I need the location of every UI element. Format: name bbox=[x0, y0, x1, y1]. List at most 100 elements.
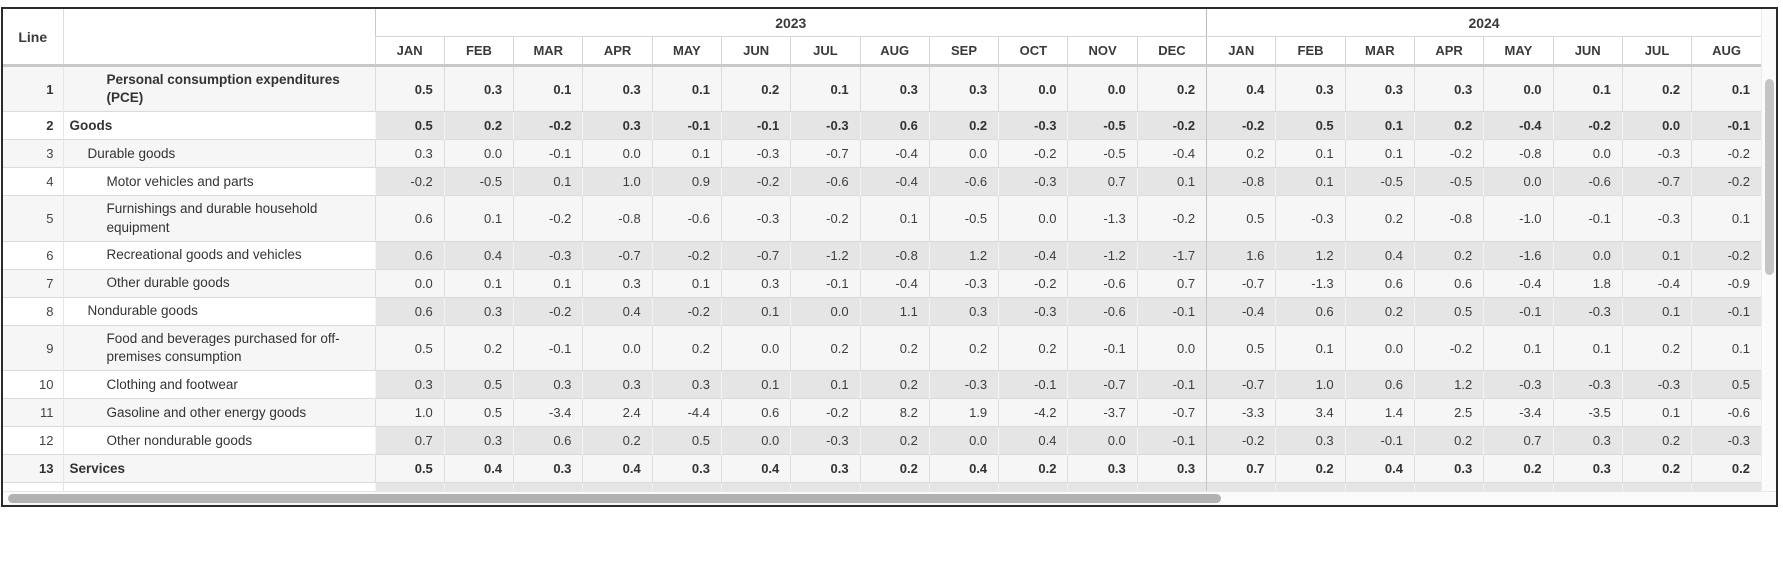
month-header: JUN bbox=[1552, 36, 1623, 67]
value-cell: -0.6 bbox=[651, 195, 722, 242]
value-cell: 0.2 bbox=[443, 111, 514, 140]
value-cell: 0.2 bbox=[720, 65, 791, 112]
value-cell: -0.3 bbox=[1275, 195, 1346, 242]
value-cell: -0.2 bbox=[998, 269, 1068, 298]
line-number-cell: 3 bbox=[3, 139, 64, 168]
value-cell: -0.8 bbox=[859, 241, 930, 270]
value-cell: -0.2 bbox=[1552, 111, 1623, 140]
value-cell: 0.3 bbox=[443, 297, 514, 326]
value-cell: 1.6 bbox=[1206, 241, 1276, 270]
value-cell: 0.1 bbox=[1275, 167, 1346, 196]
line-number-cell: 2 bbox=[3, 111, 64, 140]
value-cell: 0.2 bbox=[1344, 195, 1415, 242]
value-cell: -0.3 bbox=[1691, 426, 1761, 455]
value-cell: -0.1 bbox=[998, 370, 1068, 399]
value-cell: 0.3 bbox=[651, 370, 722, 399]
value-cell: 0.1 bbox=[859, 195, 930, 242]
line-number-cell: 12 bbox=[3, 426, 64, 455]
value-cell: -0.2 bbox=[1413, 325, 1484, 371]
value-cell: 0.0 bbox=[1483, 65, 1554, 112]
value-cell: 0.3 bbox=[1275, 426, 1346, 455]
value-cell: 0.1 bbox=[1691, 65, 1761, 112]
value-cell: 0.1 bbox=[1483, 325, 1554, 371]
month-header: JUN bbox=[720, 36, 791, 67]
value-cell: -0.3 bbox=[998, 167, 1068, 196]
value-cell: 2.5 bbox=[1413, 398, 1484, 427]
value-cell: -0.3 bbox=[1621, 139, 1692, 168]
value-cell: -0.4 bbox=[859, 167, 930, 196]
value-cell: 0.0 bbox=[720, 325, 791, 371]
value-cell: 0.2 bbox=[928, 111, 999, 140]
value-cell: -0.4 bbox=[998, 241, 1068, 270]
partially-visible-row bbox=[3, 482, 1761, 492]
value-cell: 0.2 bbox=[1483, 454, 1554, 483]
value-cell: -0.4 bbox=[1483, 111, 1554, 140]
value-cell: 0.1 bbox=[1691, 195, 1761, 242]
value-cell: 0.6 bbox=[859, 111, 930, 140]
value-cell: 0.2 bbox=[1136, 65, 1207, 112]
value-cell: -0.2 bbox=[513, 195, 583, 242]
month-header: DEC bbox=[1136, 36, 1207, 67]
value-cell: -0.1 bbox=[1136, 297, 1207, 326]
value-cell: -0.2 bbox=[1136, 195, 1207, 242]
value-cell: -0.2 bbox=[1691, 167, 1761, 196]
value-cell: -0.6 bbox=[790, 167, 861, 196]
value-cell: -0.1 bbox=[1344, 426, 1415, 455]
row-label-cell: Services bbox=[69, 460, 126, 476]
value-cell: -0.5 bbox=[443, 167, 514, 196]
value-cell: 0.5 bbox=[443, 370, 514, 399]
table-row: 3 Durable goods 0.3 0.0 -0.1 0.0 0.1 -0.3 -0.7 -0… bbox=[3, 139, 1761, 168]
vertical-scrollbar[interactable] bbox=[1761, 9, 1776, 492]
row-label-cell: Goods bbox=[63, 111, 375, 140]
value-cell: 0.6 bbox=[1344, 370, 1415, 399]
month-header: JAN bbox=[1206, 36, 1276, 67]
line-column-header: Line bbox=[3, 9, 64, 67]
month-header: FEB bbox=[443, 36, 514, 67]
horizontal-scrollbar-thumb[interactable] bbox=[8, 494, 1221, 504]
horizontal-scrollbar[interactable] bbox=[3, 491, 1776, 506]
value-cell: -0.3 bbox=[928, 370, 999, 399]
month-header: JUL bbox=[1621, 36, 1692, 67]
value-cell: 0.3 bbox=[928, 297, 999, 326]
month-header: MAY bbox=[1483, 36, 1554, 67]
row-label-cell: Furnishings and durable household equipm… bbox=[106, 201, 318, 235]
value-cell: 0.2 bbox=[859, 325, 930, 371]
month-header: OCT bbox=[998, 36, 1068, 67]
value-cell: -0.7 bbox=[1067, 370, 1138, 399]
vertical-scrollbar-thumb[interactable] bbox=[1765, 79, 1774, 275]
value-cell: -0.5 bbox=[1413, 167, 1484, 196]
value-cell: -0.7 bbox=[790, 139, 861, 168]
value-cell: -0.4 bbox=[859, 269, 930, 298]
value-cell: 0.1 bbox=[513, 167, 583, 196]
value-cell: -1.0 bbox=[1483, 195, 1554, 242]
value-cell: -0.1 bbox=[1552, 195, 1623, 242]
description-column-header bbox=[63, 9, 375, 67]
value-cell: -0.3 bbox=[720, 195, 791, 242]
value-cell: 0.7 bbox=[1067, 167, 1138, 196]
value-cell: 0.0 bbox=[1067, 65, 1138, 112]
value-cell: 0.3 bbox=[790, 454, 861, 483]
value-cell: -3.7 bbox=[1067, 398, 1138, 427]
value-cell: 0.2 bbox=[998, 454, 1068, 483]
value-cell: 0.5 bbox=[374, 65, 445, 112]
value-cell: 1.9 bbox=[928, 398, 999, 427]
month-header: JAN bbox=[374, 36, 445, 67]
value-cell: -0.3 bbox=[1552, 370, 1623, 399]
line-number-cell: 7 bbox=[3, 269, 64, 298]
value-cell: 0.2 bbox=[1275, 454, 1346, 483]
value-cell: -0.7 bbox=[1206, 370, 1276, 399]
value-cell: 0.3 bbox=[1067, 454, 1138, 483]
value-cell: 0.1 bbox=[443, 269, 514, 298]
value-cell: -0.2 bbox=[790, 195, 861, 242]
value-cell: -0.1 bbox=[1136, 370, 1207, 399]
value-cell: 0.1 bbox=[1344, 111, 1415, 140]
value-cell: -1.6 bbox=[1483, 241, 1554, 270]
value-cell: -0.2 bbox=[651, 241, 722, 270]
month-header: AUG bbox=[859, 36, 930, 67]
pce-data-table-panel: Line 2023 2024 JAN FEB MAR APR MAY JUN JUL AUG S… bbox=[1, 7, 1778, 508]
value-cell: -0.1 bbox=[1067, 325, 1138, 371]
value-cell: -0.3 bbox=[720, 139, 791, 168]
value-cell: 0.2 bbox=[1413, 426, 1484, 455]
line-number-cell: 9 bbox=[3, 325, 64, 371]
value-cell: 0.3 bbox=[651, 454, 722, 483]
